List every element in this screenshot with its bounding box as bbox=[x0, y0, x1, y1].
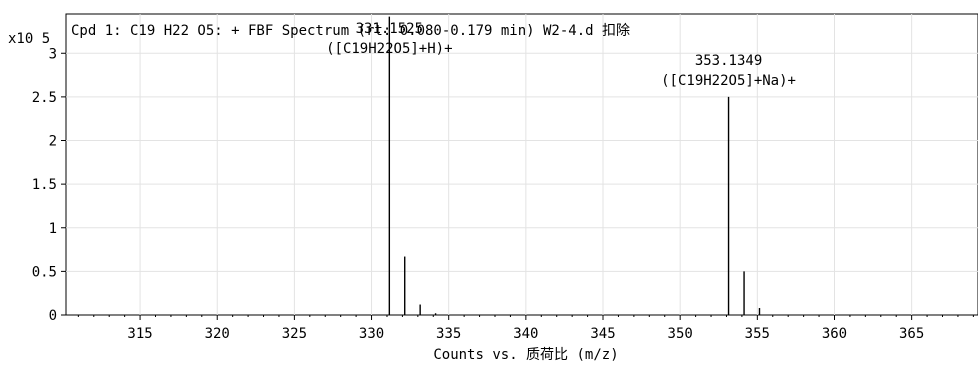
y-tick-label: 0.5 bbox=[32, 264, 57, 280]
peak-ion-label: ([C19H22O5]+Na)+ bbox=[661, 73, 796, 89]
x-tick-label: 325 bbox=[282, 326, 307, 342]
y-tick-label: 1.5 bbox=[32, 177, 57, 193]
x-tick-label: 350 bbox=[668, 326, 693, 342]
x-tick-label: 330 bbox=[359, 326, 384, 342]
x-tick-label: 340 bbox=[513, 326, 538, 342]
y-tick-label: 2.5 bbox=[32, 90, 57, 106]
x-tick-label: 365 bbox=[899, 326, 924, 342]
chart-title: Cpd 1: C19 H22 O5: + FBF Spectrum (rt: 0… bbox=[71, 23, 630, 39]
x-axis: 315 320 325 330 335 340 345 350 355 360 365 bbox=[77, 315, 974, 342]
x-tick-label: 360 bbox=[822, 326, 847, 342]
peak-mz-label: 331.1525 bbox=[356, 21, 423, 37]
y-axis: 0 0.5 1 1.5 2 2.5 3 bbox=[32, 46, 66, 324]
y-tick-label: 1 bbox=[49, 221, 57, 237]
x-tick-label: 320 bbox=[205, 326, 230, 342]
peaks bbox=[388, 16, 761, 315]
x-tick-label: 315 bbox=[127, 326, 152, 342]
x-tick-label: 345 bbox=[590, 326, 615, 342]
peak-annotations: 331.1525 ([C19H22O5]+H)+ 353.1349 ([C19H22O… bbox=[326, 21, 796, 89]
x-tick-label: 355 bbox=[745, 326, 770, 342]
y-tick-label: 2 bbox=[49, 134, 57, 150]
x-axis-title: Counts vs. 质荷比 (m/z) bbox=[433, 347, 618, 363]
plot-frame bbox=[65, 13, 978, 316]
y-tick-label: 0 bbox=[49, 308, 57, 324]
peak-ion-label: ([C19H22O5]+H)+ bbox=[326, 41, 452, 57]
y-multiplier-label: x10 5 bbox=[8, 31, 50, 47]
peak-mz-label: 353.1349 bbox=[695, 53, 762, 69]
y-tick-label: 3 bbox=[49, 46, 57, 62]
grid-lines bbox=[66, 14, 978, 315]
x-tick-label: 335 bbox=[436, 326, 461, 342]
